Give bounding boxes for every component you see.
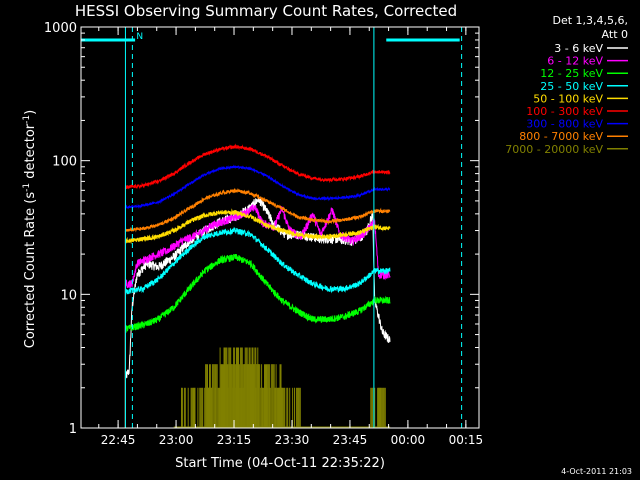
plot-frame (80, 26, 480, 429)
chart-title: HESSI Observing Summary Count Rates, Cor… (75, 2, 457, 20)
series-line-8 (124, 187, 391, 428)
legend-label-5: 50 - 100 keV (533, 92, 603, 105)
y-axis-label-sup1: -1 (22, 183, 32, 192)
series-layer (124, 143, 391, 428)
y-tick-label-1: 10 (60, 288, 77, 303)
x-tick-label-4: 23:45 (333, 433, 368, 447)
legend-label-8: 800 - 7000 keV (519, 130, 603, 143)
legend-label-6: 100 - 300 keV (526, 105, 603, 118)
y-axis-label-mid: detector (23, 123, 38, 183)
x-tick-label-0: 22:45 (101, 433, 136, 447)
series-line-2 (124, 204, 391, 428)
flag-layer: N (81, 27, 463, 428)
footer-timestamp: 4-Oct-2011 21:03 (561, 467, 632, 476)
x-tick-label-1: 23:00 (159, 433, 194, 447)
series-line-7 (124, 164, 391, 428)
x-tick-label-2: 23:15 (217, 433, 252, 447)
legend-label-1: 3 - 6 keV (554, 42, 603, 55)
legend-label-7: 300 - 800 keV (526, 118, 603, 131)
legend-label-3: 12 - 25 keV (540, 67, 603, 80)
y-axis-label-sup2: -1 (22, 115, 32, 124)
x-axis-label: Start Time (04-Oct-11 22:35:22) (175, 456, 385, 471)
legend-header-line-2: Att 0 (602, 28, 628, 41)
flag-n-label: N (136, 32, 143, 42)
legend-label-9: 7000 - 20000 keV (505, 143, 603, 156)
x-tick-label-3: 23:30 (275, 433, 310, 447)
series-line-3 (124, 253, 391, 428)
series-line-4 (124, 226, 391, 428)
y-tick-label-2: 100 (52, 155, 77, 170)
y-axis-label-end: ) (23, 110, 38, 115)
y-axis-label-main: Corrected Count Rate (s (23, 192, 38, 349)
series-line-6 (124, 143, 391, 428)
legend-header-line-1: Det 1,3,4,5,6, (552, 14, 628, 27)
y-axis-label: Corrected Count Rate (s-1 detector-1) (22, 110, 38, 348)
legend-label-2: 6 - 12 keV (547, 55, 603, 68)
x-tick-label-5: 00:00 (391, 433, 426, 447)
series-line-5 (124, 208, 391, 428)
legend-label-4: 25 - 50 keV (540, 80, 603, 93)
x-tick-label-6: 00:15 (449, 433, 484, 447)
y-tick-label-3: 1000 (44, 21, 77, 36)
y-tick-label-0: 1 (69, 422, 77, 437)
axes-layer: 22:45 23:00 23:15 23:30 23:45 00:00 00:15 1 10 10… (44, 21, 483, 447)
